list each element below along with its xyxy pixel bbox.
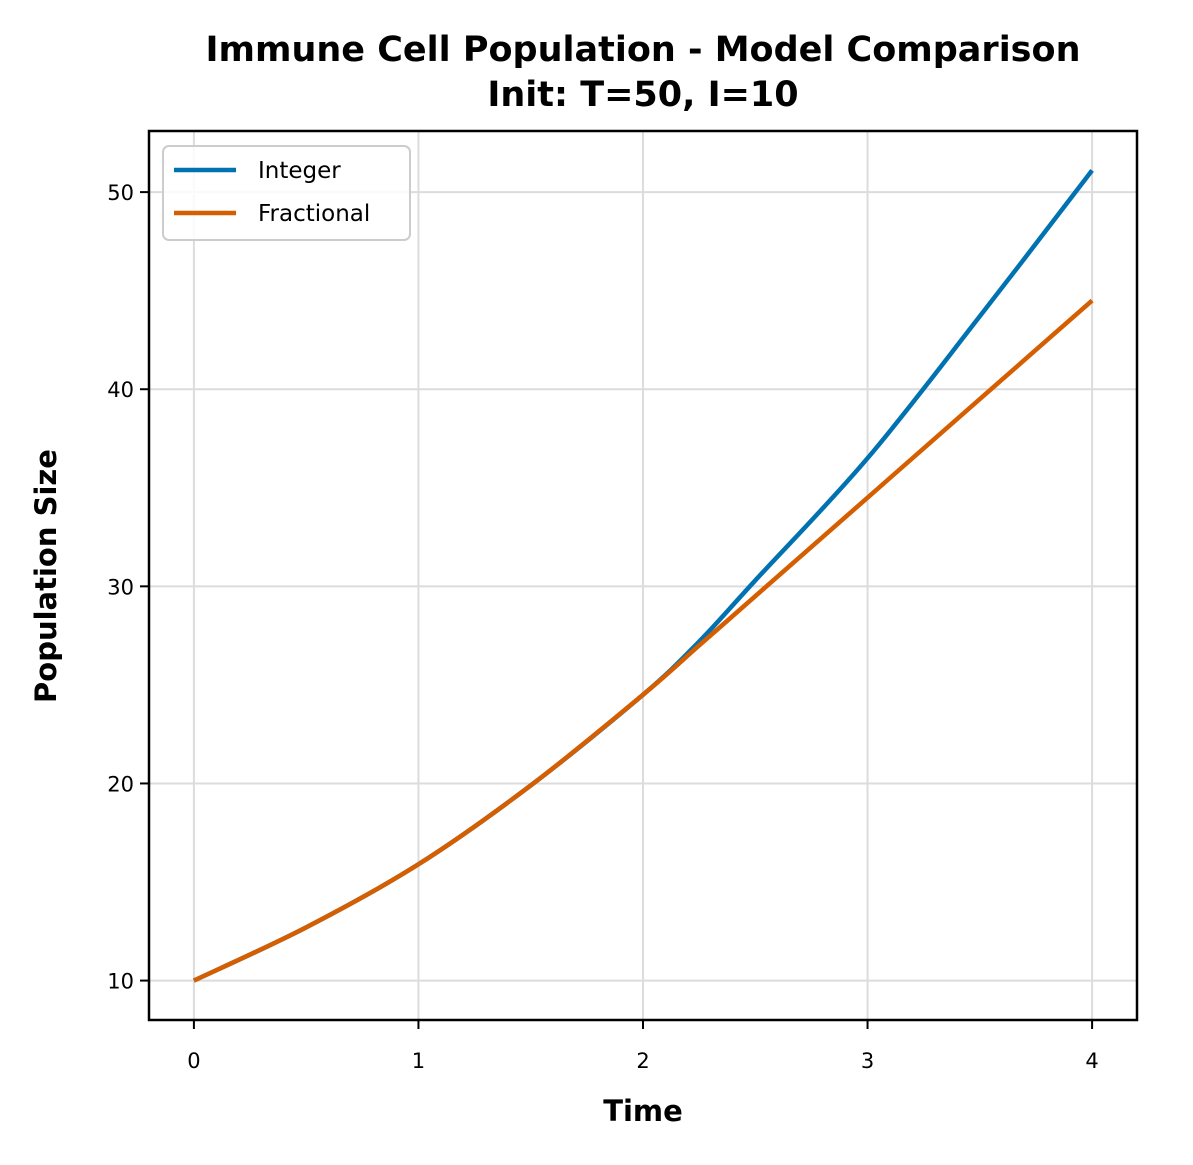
- grid: [149, 131, 1137, 1020]
- series-line-fractional: [192, 298, 1094, 983]
- x-tick-label: 1: [412, 1049, 425, 1073]
- legend-label-integer: Integer: [258, 158, 341, 184]
- x-tick-label: 3: [861, 1049, 874, 1073]
- y-tick-label: 10: [107, 970, 134, 994]
- legend: Integer Fractional: [162, 145, 411, 241]
- y-axis-label: Population Size: [29, 449, 63, 703]
- chart-subtitle: Init: T=50, I=10: [487, 75, 798, 115]
- legend-label-fractional: Fractional: [258, 201, 370, 227]
- chart-title: Immune Cell Population - Model Compariso…: [206, 30, 1081, 70]
- series-lines: [192, 169, 1094, 983]
- x-tick-label: 4: [1085, 1049, 1098, 1073]
- y-tick-label: 50: [107, 181, 134, 205]
- x-tick-label: 2: [636, 1049, 649, 1073]
- y-tick-label: 40: [107, 378, 134, 402]
- x-axis-ticks: 0 1 2 3 4: [187, 1020, 1099, 1073]
- y-axis-ticks: 10 20 30 40 50: [107, 181, 149, 994]
- y-tick-label: 20: [107, 772, 134, 796]
- x-axis-label: Time: [603, 1094, 683, 1128]
- x-tick-label: 0: [187, 1049, 200, 1073]
- y-tick-label: 30: [107, 575, 134, 599]
